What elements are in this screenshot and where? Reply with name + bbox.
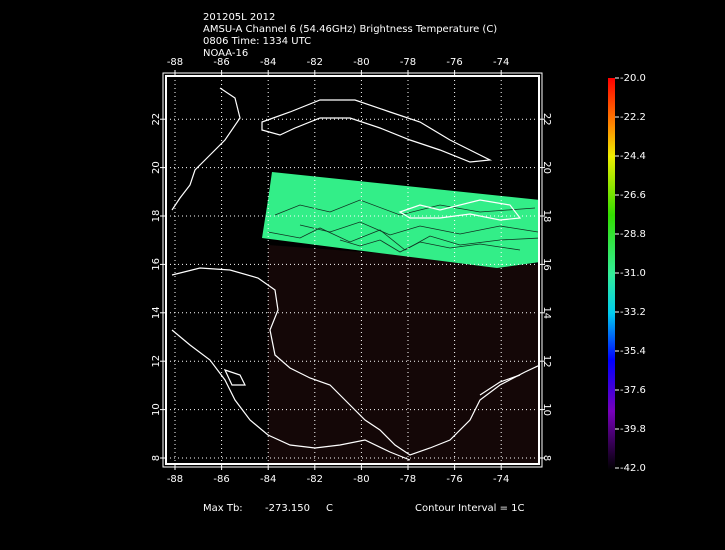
colorbar-label: -24.4 [620,151,646,162]
lon-label-bottom: -78 [400,474,416,485]
map-frame [165,75,540,465]
footer-contour: Contour Interval = 1C [415,503,525,514]
header-line: AMSU-A Channel 6 (54.46GHz) Brightness T… [203,24,497,35]
footer-max-label: Max Tb: [203,503,243,514]
dark-field [268,245,539,464]
lat-label-left: 22 [151,113,162,126]
colorbar [608,78,615,470]
colorbar-label: -33.2 [620,307,646,318]
lat-label-left: 20 [151,161,162,174]
lat-label-right: 12 [541,355,552,368]
colorbar-label: -20.0 [620,73,646,84]
colorbar-label: -31.0 [620,268,646,279]
lon-label-top: -88 [167,57,183,68]
lat-label-right: 8 [541,455,552,461]
lat-label-left: 18 [151,210,162,223]
lat-label-right: 10 [541,403,552,416]
colorbar-label: -35.4 [620,346,646,357]
lat-label-right: 22 [541,113,552,126]
lon-label-top: -84 [260,57,276,68]
lat-label-right: 18 [541,210,552,223]
lat-label-left: 10 [151,403,162,416]
grid [166,76,539,464]
lat-label-left: 8 [151,455,162,461]
map-layer [166,76,539,464]
header-line: NOAA-16 [203,48,248,59]
colorbar-label: -42.0 [620,463,646,474]
lon-label-top: -80 [353,57,369,68]
map-frame-outer [162,72,543,468]
lon-label-bottom: -76 [446,474,462,485]
colorbar-label: -22.2 [620,112,646,123]
lat-label-left: 16 [151,258,162,271]
colorbar-label: -28.8 [620,229,646,240]
lon-label-bottom: -80 [353,474,369,485]
lon-label-top: -86 [213,57,229,68]
lon-label-top: -78 [400,57,416,68]
lon-label-bottom: -86 [213,474,229,485]
lat-label-right: 20 [541,161,552,174]
lat-label-left: 14 [151,306,162,319]
coastlines [171,87,539,461]
header-line: 201205L 2012 [203,12,275,23]
colorbar-label: -26.6 [620,190,646,201]
lon-label-top: -76 [446,57,462,68]
colorbar-label: -39.8 [620,424,646,435]
lon-label-bottom: -84 [260,474,276,485]
colorbar-label: -37.6 [620,385,646,396]
contours [267,199,539,253]
lon-label-bottom: -74 [493,474,509,485]
lon-label-top: -74 [493,57,509,68]
header-line: 0806 Time: 1334 UTC [203,36,311,47]
lat-label-left: 12 [151,355,162,368]
footer-max-value: -273.150 [265,503,310,514]
lat-label-right: 16 [541,258,552,271]
footer-unit: C [326,503,333,514]
lon-label-bottom: -82 [307,474,323,485]
lon-label-bottom: -88 [167,474,183,485]
lat-label-right: 14 [541,306,552,319]
lon-label-top: -82 [307,57,323,68]
